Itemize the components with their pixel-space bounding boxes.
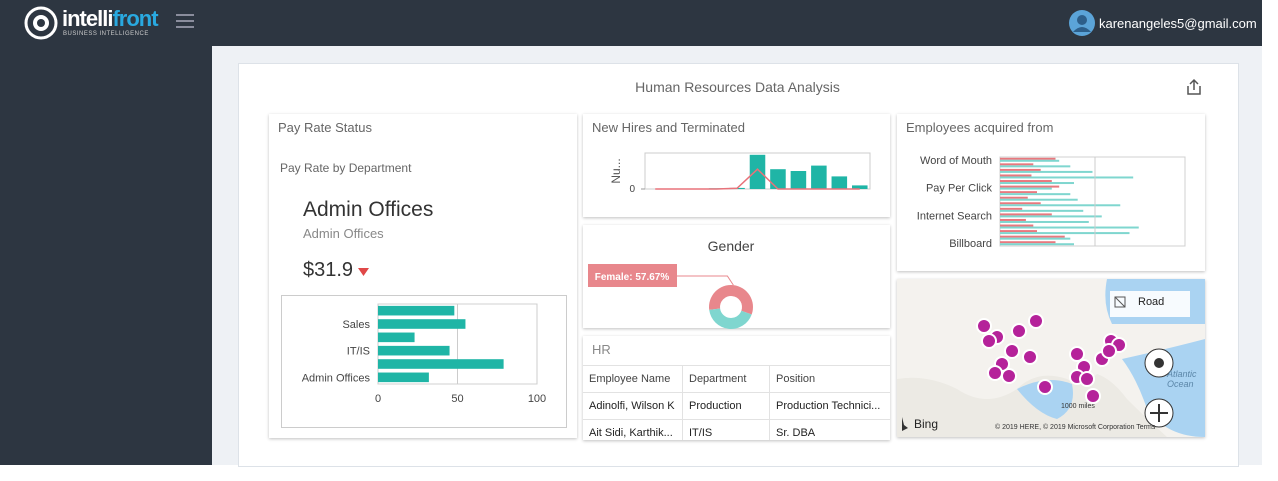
acquired-widget: Employees acquired from bbox=[897, 114, 1205, 271]
down-indicator bbox=[358, 268, 369, 276]
map-pins bbox=[976, 313, 1127, 404]
map[interactable] bbox=[897, 279, 1205, 437]
gender-widget bbox=[583, 225, 890, 328]
table-cell: Production bbox=[682, 392, 770, 420]
column-header: Employee Name bbox=[583, 365, 683, 393]
header-row: Employee Name Department Position bbox=[583, 365, 890, 393]
logo: intellifront bbox=[62, 6, 159, 32]
share-button[interactable] bbox=[1185, 78, 1203, 96]
widget-title: New Hires and Terminated bbox=[592, 120, 745, 135]
logo-sub: BUSINESS INTELLIGENCE bbox=[63, 31, 149, 37]
table-row: Adinolfi, Wilson K Production Production T… bbox=[583, 392, 890, 420]
widget-title: Employees acquired from bbox=[906, 120, 1054, 135]
widget-title: HR bbox=[592, 342, 611, 357]
table-row: Ait Sidi, Karthik... IT/IS Sr. DBA bbox=[583, 419, 890, 440]
menu-button[interactable] bbox=[176, 13, 196, 29]
ocean-label: Atlantic Ocean bbox=[1167, 369, 1197, 389]
logo-b: front bbox=[112, 6, 158, 31]
amount: $31.9 bbox=[303, 259, 354, 281]
table-cell: Adinolfi, Wilson K bbox=[583, 392, 683, 420]
widget-title: Pay Rate Status bbox=[278, 120, 372, 135]
selected-sub: Admin Offices bbox=[303, 226, 384, 241]
logo-icon bbox=[24, 6, 58, 40]
pay-rate-widget: Pay Rate Status Pay Rate by Department A… bbox=[269, 114, 577, 438]
table-cell: Ait Sidi, Karthik... bbox=[583, 419, 683, 440]
table-cell: Sr. DBA bbox=[769, 419, 890, 440]
map-scale: 1000 miles bbox=[1061, 403, 1095, 410]
widget-subtitle: Pay Rate by Department bbox=[280, 161, 412, 175]
user-email[interactable]: karenangeles5@gmail.com bbox=[1099, 16, 1257, 31]
new-hires-widget: New Hires and Terminated bbox=[583, 114, 890, 217]
column-header: Department bbox=[682, 365, 770, 393]
table-cell: Production Technici... bbox=[769, 392, 890, 420]
map-credits: © 2019 HERE, © 2019 Microsoft Corporatio… bbox=[995, 424, 1156, 431]
selected-department: Admin Offices bbox=[303, 198, 434, 221]
map-layer[interactable]: Road bbox=[1138, 296, 1165, 308]
dashboard-title: Human Resources Data Analysis bbox=[635, 79, 840, 95]
sidebar bbox=[0, 46, 212, 465]
hr-widget: HR Employee Name Department Position Adino… bbox=[583, 336, 890, 440]
table-cell: IT/IS bbox=[682, 419, 770, 440]
chart-frame bbox=[281, 295, 567, 428]
logo-a: intelli bbox=[62, 6, 113, 31]
top-bar: intellifront BUSINESS INTELLIGENCE karen… bbox=[0, 0, 1262, 46]
map-provider: Bing bbox=[914, 417, 939, 431]
map-widget: Road Atlantic Ocean Bing 1000 miles © 20… bbox=[897, 279, 1205, 437]
hr-table: Employee Name Department Position Adinolfi… bbox=[583, 365, 890, 440]
column-header: Position bbox=[769, 365, 890, 393]
avatar[interactable] bbox=[1069, 10, 1095, 36]
